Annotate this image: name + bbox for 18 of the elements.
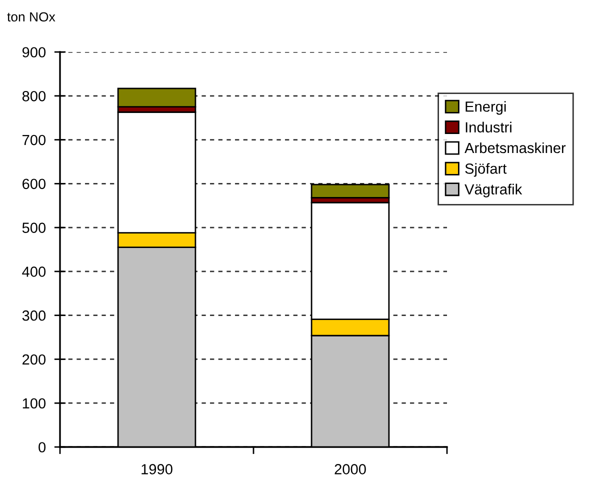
legend-label: Vägtrafik xyxy=(464,184,522,198)
y-tick-label: 700 xyxy=(22,134,46,146)
y-tick-label: 100 xyxy=(22,398,46,409)
legend-label: Arbetsmaskiner xyxy=(464,142,566,154)
y-tick-label: 200 xyxy=(22,354,46,365)
y-tick-label: 800 xyxy=(22,90,46,102)
legend-label: Energi xyxy=(466,101,506,115)
y-tick-label: 600 xyxy=(22,178,46,190)
x-tick-label: 1990 xyxy=(142,464,172,474)
y-tick-label: 0 xyxy=(38,442,46,452)
y-tick-label: 300 xyxy=(22,310,46,321)
y-tick-label: 900 xyxy=(22,47,46,58)
x-tick-label: 2000 xyxy=(334,464,366,474)
legend-label: Sjöfart xyxy=(465,163,507,177)
legend-label: Industri xyxy=(466,122,512,132)
y-tick-label: 400 xyxy=(22,266,46,277)
y-axis-title: ton NOx xyxy=(7,12,56,22)
y-tick-label: 500 xyxy=(22,222,46,233)
